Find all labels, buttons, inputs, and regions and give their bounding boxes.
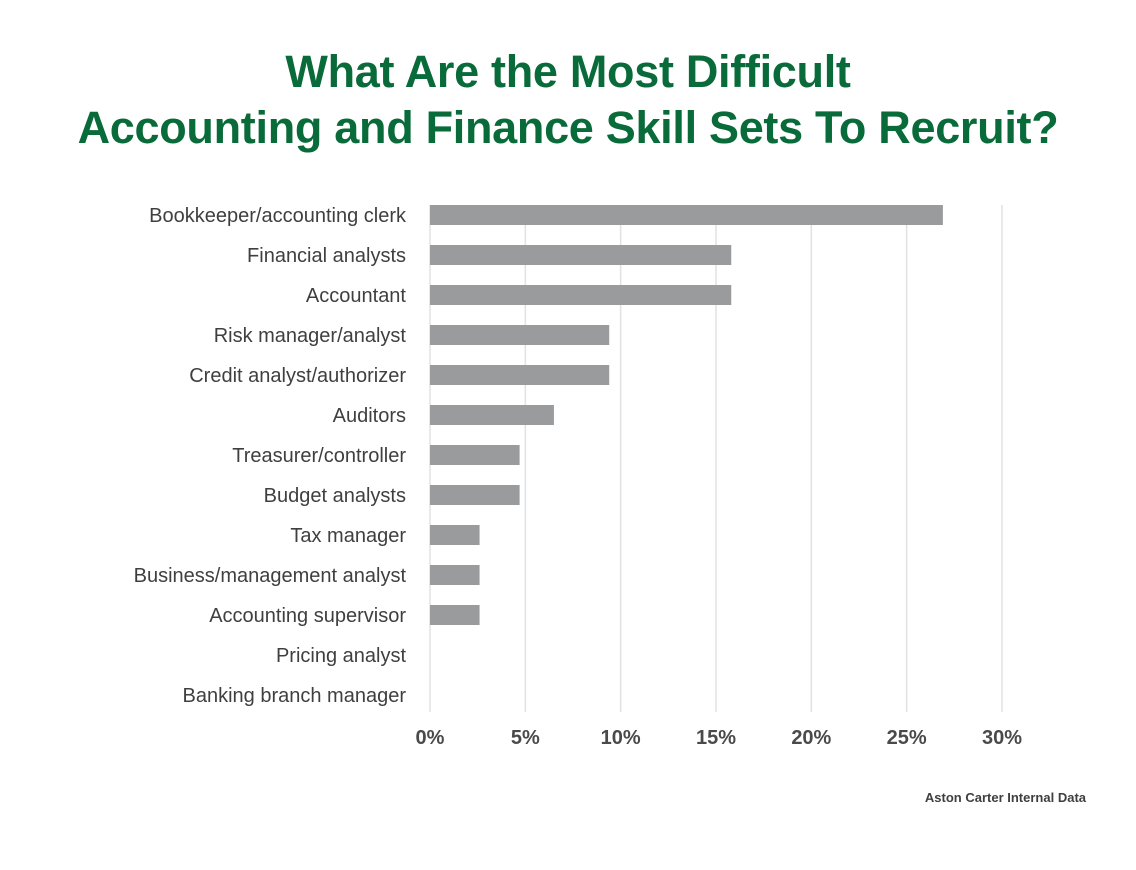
- category-label: Auditors: [333, 405, 406, 427]
- chart-title-line-2: Accounting and Finance Skill Sets To Rec…: [77, 102, 1059, 153]
- bar: [430, 325, 610, 345]
- category-label: Banking branch manager: [183, 685, 407, 707]
- x-tick-label: 25%: [887, 727, 927, 749]
- category-label: Accountant: [306, 285, 407, 307]
- bar: [430, 485, 520, 505]
- category-label: Treasurer/controller: [232, 445, 406, 467]
- bar: [430, 605, 480, 625]
- category-label: Credit analyst/authorizer: [189, 365, 406, 387]
- category-label: Financial analysts: [247, 245, 406, 267]
- bar: [430, 525, 480, 545]
- x-tick-label: 30%: [982, 727, 1022, 749]
- category-label: Pricing analyst: [276, 645, 407, 667]
- category-label: Accounting supervisor: [209, 605, 406, 627]
- source-note: Aston Carter Internal Data: [924, 790, 1086, 805]
- bar: [430, 205, 943, 225]
- bar: [430, 565, 480, 585]
- x-tick-label: 5%: [511, 727, 540, 749]
- bar: [430, 405, 554, 425]
- chart-title-line-1: What Are the Most Difficult: [285, 46, 851, 97]
- category-label: Bookkeeper/accounting clerk: [149, 205, 407, 227]
- category-label: Budget analysts: [264, 485, 406, 507]
- category-label: Business/management analyst: [134, 565, 407, 587]
- x-tick-label: 15%: [696, 727, 736, 749]
- category-label: Risk manager/analyst: [214, 325, 407, 347]
- x-tick-label: 20%: [791, 727, 831, 749]
- bar: [430, 245, 732, 265]
- bar: [430, 365, 610, 385]
- x-tick-label: 0%: [416, 727, 445, 749]
- bar: [430, 285, 732, 305]
- x-tick-label: 10%: [601, 727, 641, 749]
- category-label: Tax manager: [290, 525, 406, 547]
- bar: [430, 445, 520, 465]
